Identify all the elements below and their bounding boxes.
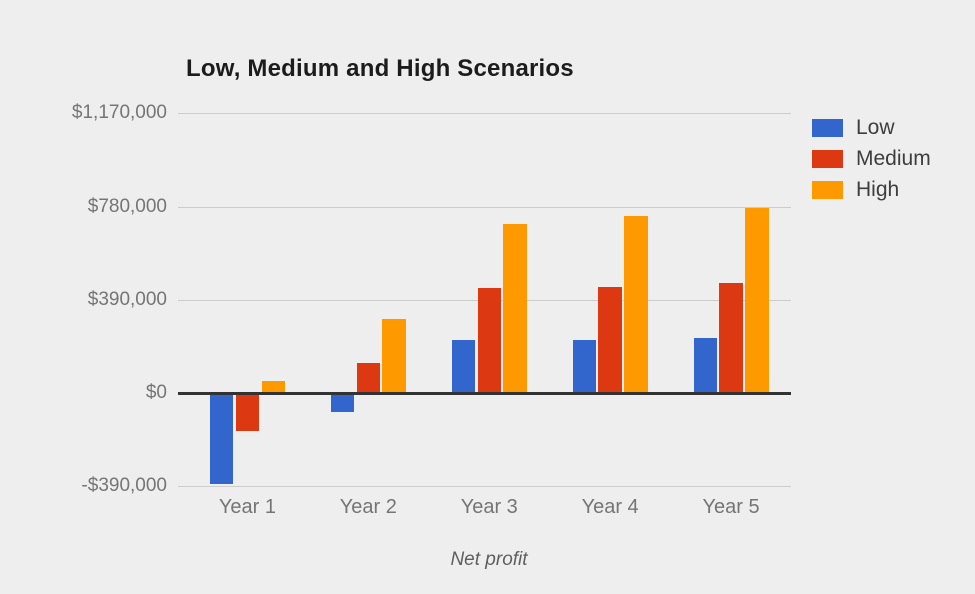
category-label-year-3: Year 3 [460,496,518,518]
y-axis-tick-label: $1,170,000 [71,102,167,124]
y-axis-tick-label: $780,000 [87,195,167,217]
legend-swatch-high [812,180,843,199]
y-axis-tick-label: $0 [145,382,167,403]
legend-label-high: High [856,177,900,201]
gridline [178,113,791,115]
y-axis-tick-label: -$390,000 [81,475,167,497]
bar-medium-year-3[interactable] [477,287,501,393]
bar-low-year-1[interactable] [209,393,234,484]
legend-item-low: Low [812,112,931,143]
bar-high-year-4[interactable] [624,216,648,393]
legend-label-medium: Medium [856,146,931,170]
legend-item-high: High [812,174,931,205]
bar-medium-year-5[interactable] [719,283,743,393]
category-label-year-4: Year 4 [581,496,639,518]
bar-low-year-3[interactable] [451,340,476,393]
legend-swatch-low [812,118,843,137]
bar-medium-year-4[interactable] [598,286,622,393]
category-label-year-1: Year 1 [218,496,276,518]
bar-low-year-5[interactable] [693,338,717,393]
gridline [178,206,791,208]
chart-title: Low, Medium and High Scenarios [186,55,574,82]
bar-high-year-3[interactable] [503,224,527,393]
gridline [178,486,791,488]
zero-axis-line [178,392,791,395]
category-label-year-5: Year 5 [702,496,760,518]
y-axis-tick-label: $390,000 [87,288,167,310]
bar-high-year-5[interactable] [745,207,769,393]
bar-medium-year-1[interactable] [235,393,260,432]
legend-swatch-medium [812,149,843,168]
bar-high-year-2[interactable] [382,318,406,393]
legend-item-medium: Medium [812,143,931,174]
category-label-year-2: Year 2 [339,496,397,518]
legend-label-low: Low [856,115,895,139]
bar-low-year-2[interactable] [330,393,355,413]
bar-medium-year-2[interactable] [356,363,381,393]
x-axis-title: Net profit [450,549,528,570]
bar-high-year-1[interactable] [261,381,285,393]
bar-low-year-4[interactable] [572,340,597,393]
legend: Low Medium High [812,112,931,205]
